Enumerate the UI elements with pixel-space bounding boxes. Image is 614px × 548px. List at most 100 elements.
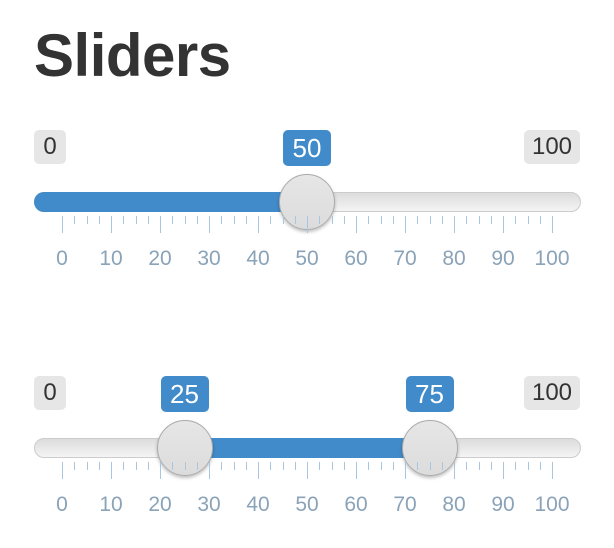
minor-tick [380,462,382,470]
minor-tick [527,216,529,224]
single-slider[interactable]: 0 100 50 0 10 20 30 40 50 60 70 80 90 100 [0,130,614,290]
minor-tick [245,216,247,224]
major-tick [454,216,455,233]
minor-tick [221,462,223,470]
minor-tick [294,216,296,224]
minor-tick [343,216,345,224]
minor-tick [478,216,480,224]
minor-tick [184,216,186,224]
minor-tick [429,216,431,224]
major-tick [356,462,357,479]
minor-tick [135,216,137,224]
major-tick [503,462,504,479]
slider-max-label: 100 [524,130,580,164]
minor-tick [294,462,296,470]
minor-tick [196,216,198,224]
minor-tick [98,216,100,224]
major-tick [62,462,63,479]
range-slider[interactable]: 0 100 25 75 0 10 20 30 40 50 60 70 80 90 100 [0,376,614,536]
major-tick [258,216,259,233]
minor-tick [147,462,149,470]
minor-tick [233,216,235,224]
major-tick [209,462,210,479]
major-tick [209,216,210,233]
major-tick [454,462,455,479]
minor-tick [490,216,492,224]
minor-tick [417,216,419,224]
tick-label: 30 [197,493,221,516]
minor-tick [221,216,223,224]
minor-tick [270,216,272,224]
minor-tick [147,216,149,224]
slider-fill [34,192,307,212]
minor-tick [282,216,284,224]
slider-to-handle[interactable] [401,420,458,476]
minor-tick [74,216,76,224]
major-tick [307,462,308,479]
slider-range-fill [184,438,430,458]
minor-tick [441,462,443,470]
minor-tick [86,216,88,224]
minor-tick [515,462,517,470]
minor-tick [184,462,186,470]
tick-label: 70 [393,247,417,270]
minor-tick [392,216,394,224]
minor-tick [466,462,468,470]
minor-tick [270,462,272,470]
minor-tick [490,462,492,470]
tick-label: 10 [99,247,123,270]
minor-tick [368,462,370,470]
tick-label: 100 [534,493,570,516]
tick-label: 20 [148,493,172,516]
slider-max-label: 100 [524,376,580,410]
minor-tick [123,462,125,470]
slider-ticks [0,216,614,240]
tick-label: 40 [246,247,270,270]
minor-tick [478,462,480,470]
minor-tick [172,216,174,224]
major-tick [160,462,161,479]
tick-label: 20 [148,247,172,270]
major-tick [62,216,63,233]
tick-label: 50 [295,493,319,516]
tick-label: 90 [491,247,515,270]
slider-min-label: 0 [34,130,66,164]
minor-tick [319,216,321,224]
major-tick [552,462,553,479]
minor-tick [74,462,76,470]
minor-tick [331,462,333,470]
minor-tick [539,462,541,470]
minor-tick [86,462,88,470]
minor-tick [98,462,100,470]
tick-label: 80 [442,493,466,516]
major-tick [405,216,406,233]
minor-tick [441,216,443,224]
minor-tick [417,462,419,470]
tick-label: 50 [295,247,319,270]
major-tick [160,216,161,233]
minor-tick [331,216,333,224]
minor-tick [282,462,284,470]
major-tick [356,216,357,233]
minor-tick [368,216,370,224]
slider-from-label: 25 [160,376,209,412]
slider-value-label: 50 [283,130,331,166]
tick-label: 70 [393,493,417,516]
minor-tick [233,462,235,470]
page-title: Sliders [34,22,231,89]
minor-tick [245,462,247,470]
slider-min-label: 0 [34,376,66,410]
minor-tick [343,462,345,470]
tick-label: 40 [246,493,270,516]
minor-tick [135,462,137,470]
minor-tick [380,216,382,224]
minor-tick [392,462,394,470]
minor-tick [196,462,198,470]
tick-label: 0 [56,247,68,270]
major-tick [111,462,112,479]
tick-label: 80 [442,247,466,270]
slider-ticks [0,462,614,486]
minor-tick [123,216,125,224]
tick-label: 30 [197,247,221,270]
major-tick [552,216,553,233]
